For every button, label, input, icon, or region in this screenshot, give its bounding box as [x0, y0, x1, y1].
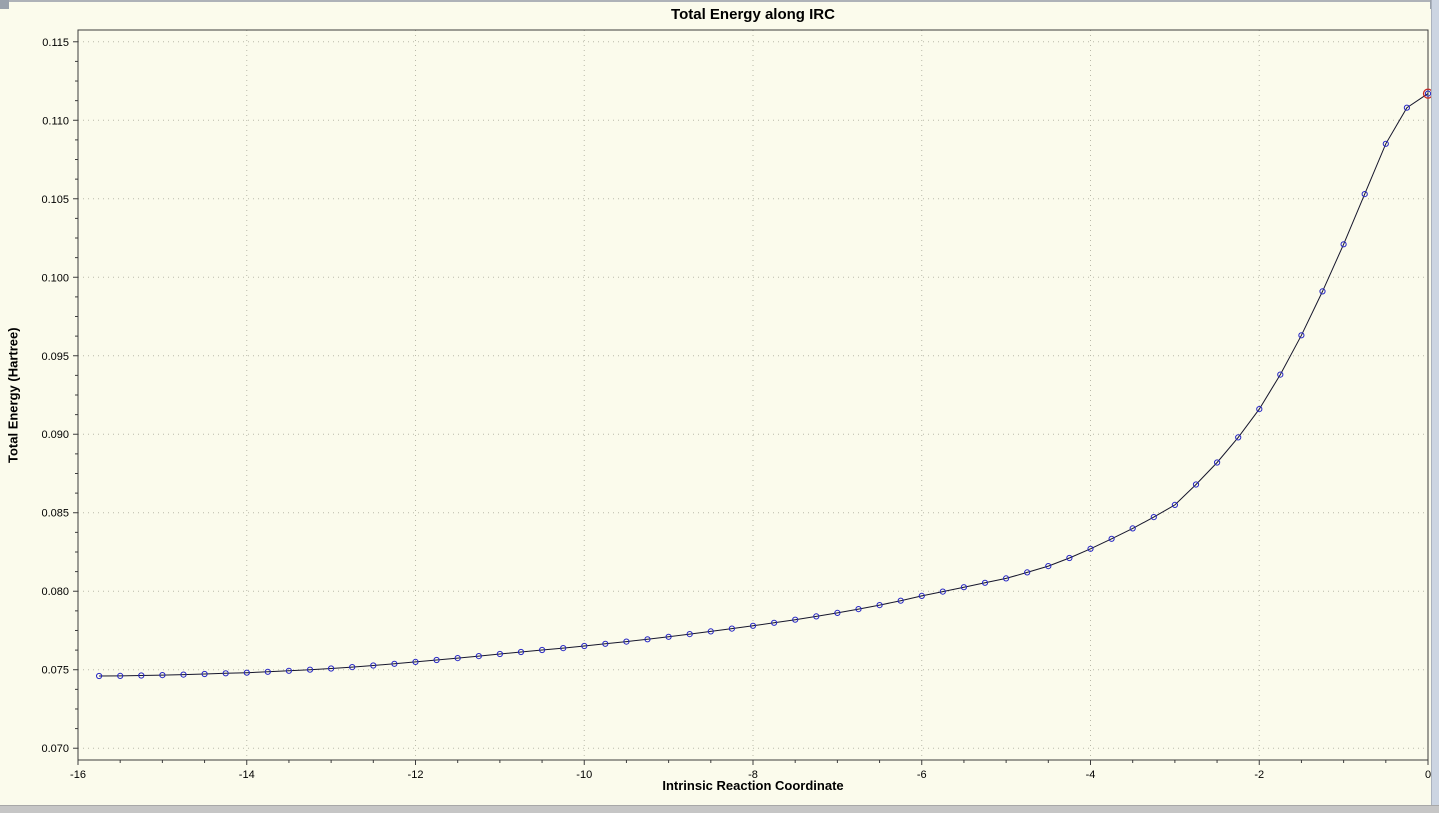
data-point-marker[interactable] — [792, 616, 799, 623]
data-point-marker[interactable] — [771, 619, 778, 626]
data-points — [96, 90, 1432, 680]
vertical-scrollbar[interactable] — [1431, 0, 1439, 813]
y-tick-label: 0.075 — [41, 665, 69, 677]
data-point-marker[interactable] — [1108, 535, 1115, 542]
data-point-marker[interactable] — [602, 640, 609, 647]
x-tick-label: -12 — [408, 769, 424, 781]
data-point-marker[interactable] — [285, 667, 292, 674]
x-tick-label: -10 — [576, 769, 592, 781]
window-corner-left — [0, 0, 9, 9]
data-point-marker[interactable] — [306, 666, 314, 673]
y-tick-label: 0.090 — [41, 429, 69, 441]
energy-curve — [99, 93, 1429, 677]
data-point-marker[interactable] — [1024, 569, 1031, 576]
tick-labels: -16 -14 -12 -10 -8 -6 -4 -2 0 0.070 0.075 0.080 0.08… — [41, 37, 1431, 781]
horizontal-scrollbar[interactable] — [0, 805, 1439, 813]
x-axis-label: Intrinsic Reaction Coordinate — [662, 778, 844, 793]
data-point-marker[interactable] — [560, 645, 567, 652]
chart-title: Total Energy along IRC — [671, 6, 835, 23]
x-tick-label: -8 — [748, 769, 758, 781]
data-point-marker[interactable] — [349, 664, 356, 671]
gridlines — [77, 30, 1429, 760]
data-point-marker[interactable] — [1256, 406, 1263, 413]
x-tick-label: -4 — [1086, 769, 1096, 781]
data-point-marker[interactable] — [1192, 481, 1200, 488]
data-point-marker[interactable] — [1235, 434, 1242, 441]
data-point-marker[interactable] — [1403, 104, 1411, 111]
data-point-marker[interactable] — [1277, 371, 1284, 378]
y-tick-label: 0.105 — [41, 194, 69, 206]
data-point-marker[interactable] — [1129, 525, 1136, 532]
data-point-marker[interactable] — [665, 633, 672, 640]
y-tick-label: 0.080 — [41, 586, 69, 598]
data-point-marker[interactable] — [243, 669, 250, 676]
axis-ticks — [73, 41, 1429, 765]
data-point-marker[interactable] — [1214, 459, 1221, 466]
x-tick-label: -16 — [70, 769, 86, 781]
data-point-marker[interactable] — [1066, 554, 1073, 562]
data-point-marker[interactable] — [876, 602, 883, 609]
data-point-marker[interactable] — [1045, 563, 1052, 570]
data-point-marker[interactable] — [623, 638, 630, 645]
y-tick-label: 0.085 — [41, 508, 69, 520]
data-point-marker[interactable] — [138, 672, 145, 679]
data-point-marker[interactable] — [707, 628, 714, 635]
data-point-marker[interactable] — [1424, 90, 1432, 97]
data-point-marker[interactable] — [180, 671, 187, 678]
data-point-marker[interactable] — [517, 648, 525, 656]
data-point-marker[interactable] — [855, 606, 862, 613]
data-point-marker[interactable] — [1087, 545, 1094, 552]
data-point-marker[interactable] — [201, 670, 208, 678]
data-point-marker[interactable] — [117, 672, 124, 680]
data-point-marker[interactable] — [749, 622, 757, 629]
data-point-marker[interactable] — [686, 631, 693, 638]
data-point-marker[interactable] — [813, 613, 820, 620]
data-point-marker[interactable] — [918, 592, 925, 600]
y-tick-label: 0.100 — [41, 272, 69, 284]
data-point-marker[interactable] — [496, 650, 503, 658]
data-point-marker[interactable] — [1298, 332, 1305, 339]
y-tick-label: 0.095 — [41, 351, 69, 363]
data-point-marker[interactable] — [412, 658, 419, 666]
data-point-marker[interactable] — [1003, 575, 1010, 582]
data-point-marker[interactable] — [1382, 140, 1389, 147]
data-point-marker[interactable] — [1171, 501, 1179, 508]
data-point-marker[interactable] — [475, 653, 482, 660]
data-point-marker[interactable] — [581, 642, 588, 650]
x-tick-label: -6 — [917, 769, 927, 781]
data-point-marker[interactable] — [264, 668, 271, 675]
y-tick-label: 0.110 — [42, 115, 69, 127]
data-point-marker[interactable] — [834, 609, 841, 617]
data-point-marker[interactable] — [539, 646, 546, 654]
y-tick-label: 0.070 — [41, 743, 69, 755]
x-tick-label: -2 — [1254, 769, 1264, 781]
window-frame-top — [0, 0, 1439, 2]
data-point-marker[interactable] — [454, 655, 461, 662]
data-point-marker[interactable] — [939, 588, 946, 595]
data-point-marker[interactable] — [433, 656, 440, 664]
data-point-marker[interactable] — [728, 625, 736, 632]
data-point-marker[interactable] — [1319, 288, 1326, 295]
data-point-marker[interactable] — [1150, 514, 1157, 521]
data-point-marker[interactable] — [96, 672, 103, 680]
data-point-marker[interactable] — [981, 579, 989, 586]
data-point-marker[interactable] — [391, 660, 398, 667]
data-point-marker[interactable] — [897, 597, 904, 604]
y-tick-label: 0.115 — [42, 37, 69, 49]
data-point-marker[interactable] — [960, 584, 968, 591]
data-point-marker[interactable] — [1340, 241, 1347, 248]
x-tick-label: 0 — [1425, 769, 1431, 781]
data-point-marker[interactable] — [222, 670, 229, 677]
x-tick-label: -14 — [239, 769, 255, 781]
data-point-marker[interactable] — [370, 662, 377, 669]
data-point-marker[interactable] — [159, 672, 166, 679]
data-point-marker[interactable] — [644, 636, 651, 643]
data-point-marker[interactable] — [1361, 191, 1368, 198]
data-point-marker[interactable] — [328, 665, 335, 672]
